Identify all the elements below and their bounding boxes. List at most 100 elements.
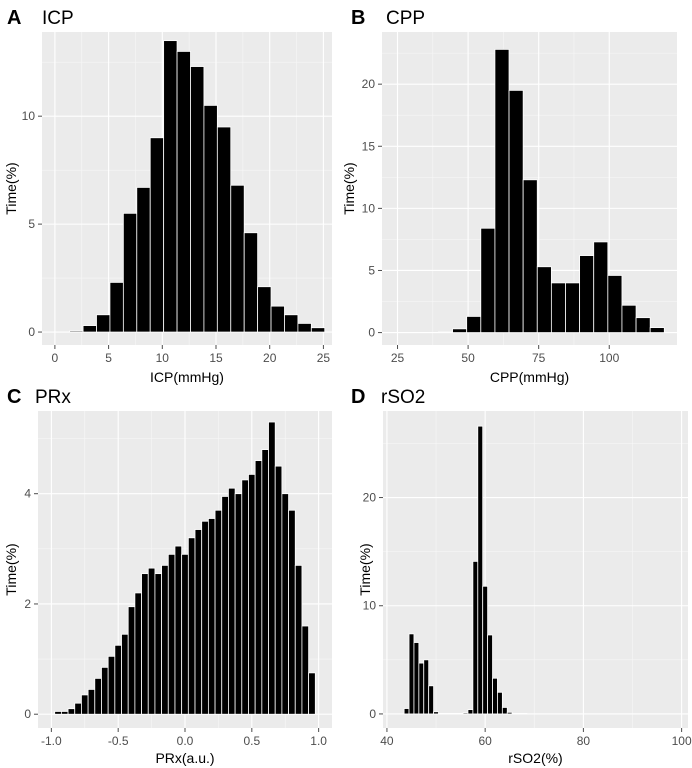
histogram-bar (201, 520, 209, 715)
histogram-bar (443, 712, 449, 715)
y-tick-label: 5 (28, 217, 35, 231)
histogram-bar (413, 642, 420, 715)
histogram-bar (477, 425, 484, 715)
histogram-bar (54, 711, 62, 715)
y-tick-label: 0 (24, 707, 31, 721)
x-axis-title: PRx(a.u.) (155, 750, 214, 766)
histogram-bar (284, 314, 299, 333)
x-axis-title: rSO2(%) (508, 750, 562, 766)
histogram-bar (550, 282, 566, 333)
histogram-bar (141, 573, 149, 715)
histogram-bar (214, 509, 223, 715)
histogram-bar (635, 317, 651, 333)
histogram-bar (423, 659, 430, 715)
histogram-bar (163, 40, 178, 333)
y-tick-label: 0 (369, 707, 376, 721)
histogram-bar (101, 666, 109, 715)
histogram-bar (508, 89, 524, 333)
histogram-bar (94, 677, 102, 715)
y-tick-label: 20 (363, 491, 377, 505)
histogram-bar (649, 327, 665, 333)
histogram-bar (447, 712, 454, 715)
x-tick-label: 0.0 (177, 734, 194, 748)
histogram-bar (308, 672, 316, 715)
histogram-bar (281, 493, 289, 715)
x-tick-label: 20 (263, 351, 277, 365)
histogram-bar (438, 331, 453, 333)
histogram-bar (60, 711, 69, 715)
panel-c-letter: C (7, 386, 21, 408)
histogram-bar (482, 585, 489, 715)
histogram-bar (301, 625, 310, 715)
histogram-bar (522, 179, 538, 333)
y-axis-title: Time(%) (3, 543, 19, 595)
histogram-bar (67, 708, 76, 715)
histogram-bar (516, 712, 523, 715)
y-tick-label: 5 (368, 263, 375, 277)
histogram-bar (497, 691, 503, 715)
x-tick-label: 80 (577, 734, 591, 748)
histogram-bar (176, 51, 191, 333)
histogram-bar (607, 275, 623, 333)
histogram-bar (418, 662, 425, 715)
x-tick-label: 0.5 (243, 734, 260, 748)
histogram-bar (127, 606, 136, 715)
histogram-bar (501, 707, 508, 715)
histogram-bar (221, 496, 229, 715)
panel-d-title: rSO2 (381, 387, 425, 408)
x-tick-label: 100 (599, 351, 619, 365)
histogram-bar (433, 711, 439, 715)
x-tick-label: 5 (105, 351, 112, 365)
x-tick-label: 10 (156, 351, 170, 365)
histogram-bar (154, 573, 163, 715)
x-tick-label: 25 (317, 351, 331, 365)
histogram-bar (109, 281, 124, 333)
histogram-bar (621, 304, 637, 333)
y-tick-label: 20 (362, 77, 376, 91)
histogram-bar (565, 282, 581, 333)
histogram-bar (254, 460, 263, 715)
histogram-bar (107, 655, 116, 715)
histogram-bar (216, 126, 232, 333)
histogram-bar (74, 702, 82, 715)
histogram-bar (506, 711, 513, 715)
histogram-bar (134, 592, 142, 715)
histogram-bar (270, 305, 285, 333)
x-axis-title: ICP(mmHg) (150, 369, 224, 385)
histogram-bar (243, 232, 259, 333)
chart-rso2-histogram: 40 60 80 100 0 10 20 rSO2(%) Time(%) (357, 411, 692, 766)
histogram-bar (462, 712, 469, 715)
histogram-bar (167, 553, 176, 715)
histogram-bar (288, 509, 296, 715)
histogram-bar (408, 633, 415, 715)
y-tick-label: 2 (24, 597, 31, 611)
histogram-bar (147, 567, 156, 715)
histogram-bar (174, 545, 183, 715)
histogram-bar (149, 137, 165, 333)
histogram-bar (96, 314, 111, 333)
histogram-bar (203, 104, 218, 333)
x-tick-label: 15 (209, 351, 223, 365)
histogram-bar (438, 712, 444, 715)
y-tick-label: 10 (22, 109, 36, 123)
y-axis-title: Time(%) (341, 162, 357, 214)
chart-prx-histogram: -1.0 -0.5 0.0 0.5 1.0 0 2 4 PRx(a.u.) Time(%) (3, 411, 332, 766)
histogram-bar (268, 421, 276, 715)
histogram-bar (467, 709, 474, 715)
histogram-bar (428, 685, 434, 715)
y-tick-label: 10 (363, 599, 377, 613)
histogram-bar (536, 266, 552, 333)
histogram-bar (194, 529, 203, 715)
histogram-bar (187, 537, 196, 715)
histogram-bar (261, 449, 269, 715)
histogram-bar (234, 493, 243, 715)
y-tick-label: 0 (368, 326, 375, 340)
histogram-bar (122, 212, 138, 333)
histogram-bar (492, 677, 498, 715)
y-tick-label: 0 (28, 325, 35, 339)
x-tick-label: 100 (672, 734, 692, 748)
histogram-bar (403, 708, 410, 715)
x-tick-label: 50 (461, 351, 475, 365)
panel-d-letter: D (351, 386, 365, 408)
